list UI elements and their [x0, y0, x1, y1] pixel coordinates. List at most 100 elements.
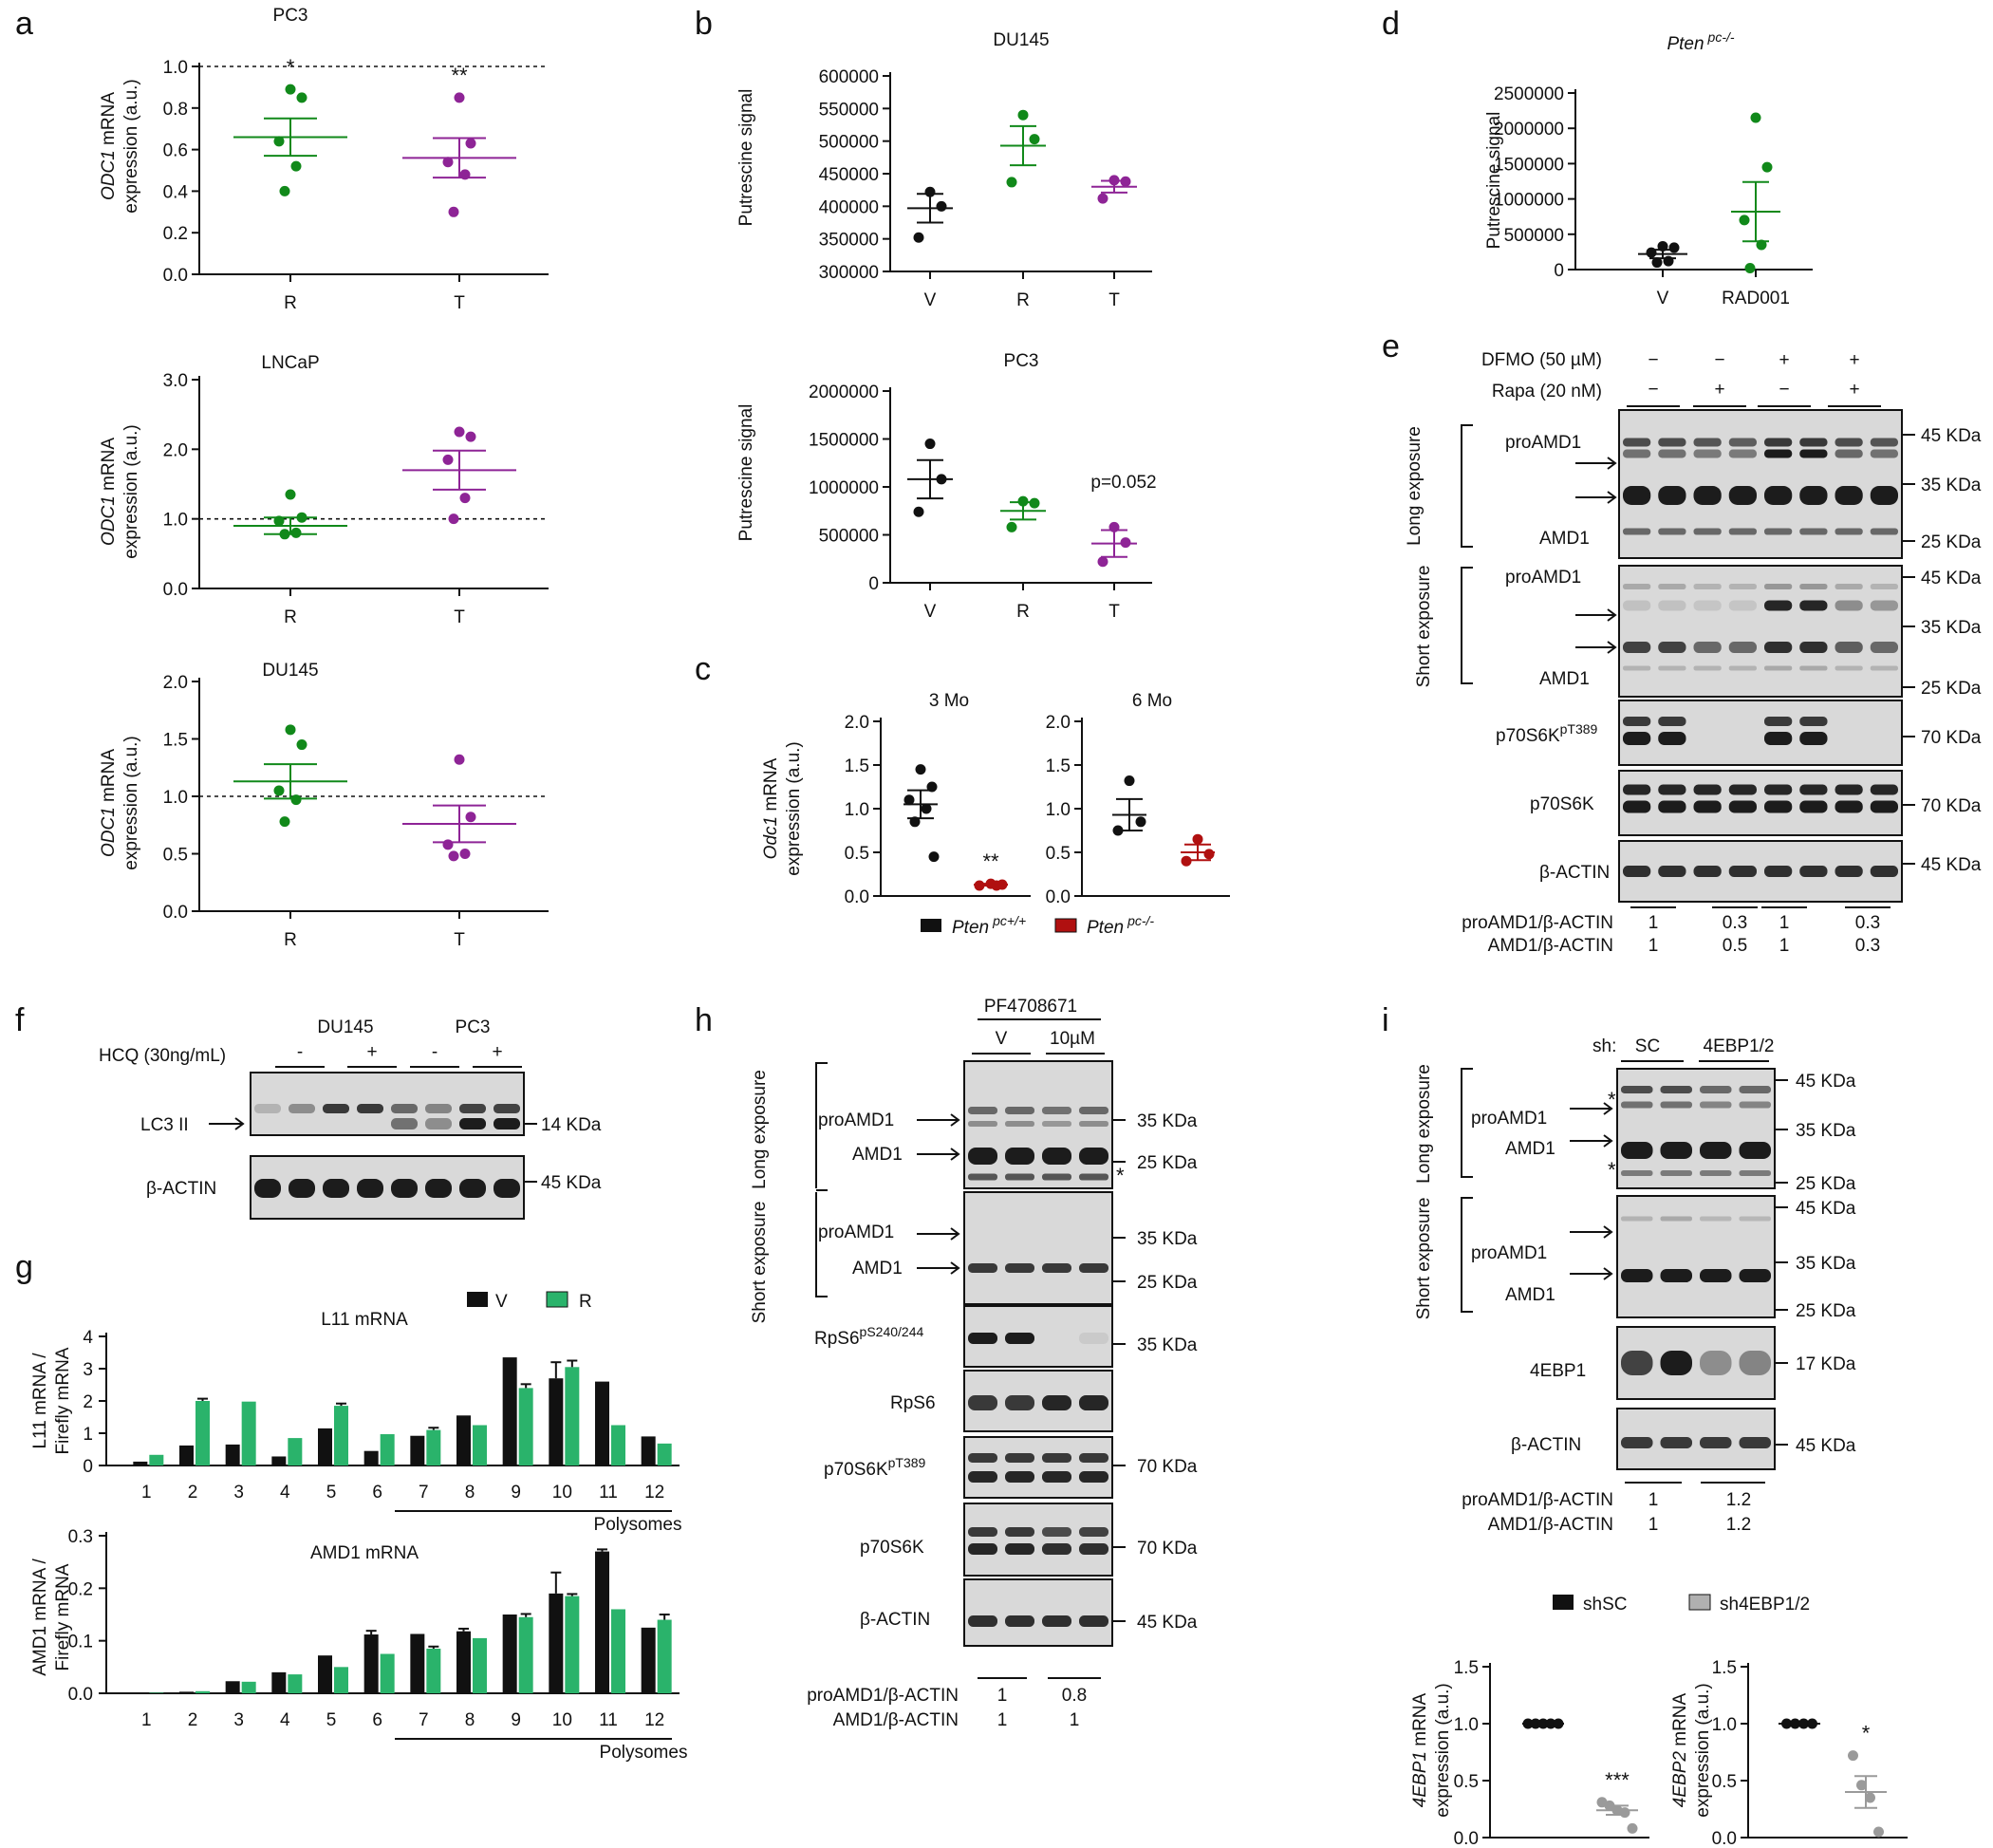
band-lower — [1799, 665, 1828, 671]
band-amd1 — [1835, 486, 1863, 505]
y-tick-label: 500000 — [1504, 226, 1564, 246]
panel-h-western-blot: PF4708671 V 10µM Long exposure Short exp… — [750, 997, 1198, 1730]
panel-label-g: g — [15, 1249, 33, 1285]
data-point — [913, 232, 924, 243]
quant-value: 1 — [997, 1710, 1008, 1730]
band-actin — [1658, 866, 1686, 877]
band-upper — [1693, 784, 1722, 795]
band-proamd1 — [1799, 600, 1828, 611]
data-point — [1108, 521, 1120, 532]
band-label-lc3: LC3 II — [140, 1115, 189, 1135]
band-proamd1-lower — [1005, 1121, 1034, 1127]
band-label-proamd1-long: proAMD1 — [818, 1111, 894, 1130]
quant-value: 1 — [1648, 1490, 1659, 1510]
band-proamd1 — [1693, 600, 1722, 611]
plot-title: Pten pc-/- — [1667, 29, 1734, 54]
bar-r — [241, 1681, 256, 1693]
l11-bar-chart: L11 mRNA L11 mRNA / Firefly mRNA Polysom… — [30, 1310, 681, 1535]
bar-v — [133, 1461, 148, 1465]
band-upper — [1079, 1527, 1108, 1537]
treatment-signs: − − + + − + − + — [1648, 350, 1859, 400]
y-axis-label: AMD1 mRNA / — [30, 1559, 50, 1676]
marker-label: 35 KDa — [1796, 1254, 1856, 1274]
y-axis-label: L11 mRNA / — [30, 1353, 50, 1449]
data-point — [459, 849, 471, 859]
polysomes-label: Polysomes — [600, 1743, 688, 1763]
blot-long-exposure — [1618, 409, 1903, 559]
band-upper — [1005, 1527, 1034, 1537]
data-point — [1120, 537, 1131, 549]
bar-v — [318, 1655, 332, 1693]
quant-value: 1 — [1648, 1515, 1659, 1535]
band-arrow — [1570, 1225, 1613, 1239]
band-lower — [1835, 800, 1863, 813]
legend-label-ko: Pten pc-/- — [1087, 913, 1154, 938]
marker-45kda: 45 KDa — [541, 1173, 602, 1193]
quant-value: 1.2 — [1726, 1515, 1751, 1535]
data-point — [915, 764, 926, 775]
x-tick-label: 2 — [188, 1483, 198, 1503]
quant-label: proAMD1/β-ACTIN — [1462, 913, 1613, 933]
4ebp2-mrna-plot: 4EBP2 mRNA expression (a.u.) 0.0 0.5 1.0 1.… — [1670, 1658, 1908, 1848]
marker-label: 70 KDa — [1137, 1457, 1198, 1477]
band-amd1 — [1700, 1142, 1732, 1159]
significance-marker: ** — [982, 849, 999, 873]
band-rps6 — [1079, 1395, 1108, 1410]
data-point — [296, 92, 307, 103]
plot-title: PC3 — [1004, 351, 1039, 371]
band-actin — [425, 1179, 452, 1198]
bar-v — [318, 1428, 332, 1465]
band-amd1 — [1079, 1263, 1108, 1273]
x-tick-label: V — [924, 602, 937, 622]
bar-v — [549, 1378, 564, 1465]
band-amd1 — [1005, 1263, 1034, 1273]
band-proamd1 — [1728, 449, 1757, 458]
chart-title: L11 mRNA — [321, 1310, 408, 1330]
band-label-p70s6k-pt389: p70S6KpT389 — [1496, 721, 1598, 746]
y-tick-label: 400000 — [819, 197, 879, 217]
treatment-sign: + — [492, 1042, 502, 1062]
treatment-dfmo: DFMO (50 µM) — [1481, 350, 1602, 370]
significance-marker: * — [1862, 1722, 1871, 1745]
band-rps6 — [1042, 1395, 1071, 1410]
y-tick-label: 500000 — [819, 527, 879, 547]
band-arrow — [1575, 491, 1617, 504]
marker-label: 25 KDa — [1796, 1301, 1856, 1321]
quant-value: 1 — [1779, 913, 1790, 933]
marker-label: 35 KDa — [1137, 1229, 1198, 1249]
blot-short-exposure — [1616, 1195, 1776, 1318]
band-amd1 — [1728, 486, 1757, 505]
band-label-proamd1-long: proAMD1 — [1505, 433, 1581, 453]
data-point — [1135, 816, 1146, 828]
band-amd1 — [1623, 642, 1651, 653]
band-actin — [323, 1179, 349, 1198]
band-lower — [1005, 1543, 1034, 1555]
panel-g: V R L11 mRNA L11 mRNA / Firefly mRNA Pol… — [30, 1291, 688, 1763]
panel-label-f: f — [15, 1002, 25, 1038]
band-amd1 — [1042, 1148, 1071, 1165]
legend-swatch-red — [1054, 918, 1077, 933]
band-actin — [1835, 866, 1863, 877]
quant-label: proAMD1/β-ACTIN — [1462, 1490, 1613, 1510]
band-arrow — [1570, 1267, 1613, 1280]
quantification: proAMD1/β-ACTIN 1 0.8 AMD1/β-ACTIN 1 1 — [807, 1677, 1101, 1730]
band-amd1 — [1739, 1269, 1771, 1282]
x-tick-label: T — [1108, 290, 1120, 310]
data-point — [1750, 112, 1761, 123]
band-proamd1 — [1623, 600, 1651, 611]
x-tick-label: 7 — [419, 1483, 429, 1503]
bar-v — [549, 1593, 564, 1693]
marker-14kda: 14 KDa — [541, 1115, 602, 1135]
band-upper — [1660, 1086, 1692, 1093]
data-point — [442, 157, 454, 168]
band-actin — [254, 1179, 281, 1198]
band-amd1 — [1005, 1148, 1034, 1165]
band-upper — [1693, 584, 1722, 589]
x-tick-label: 5 — [326, 1710, 337, 1730]
band-lower — [1870, 800, 1898, 813]
band-lower — [1700, 1170, 1732, 1176]
bar-r — [196, 1690, 210, 1693]
blot-p70s6k — [963, 1503, 1113, 1577]
band-actin — [1700, 1437, 1732, 1448]
y-tick-label: 1.5 — [163, 731, 188, 751]
